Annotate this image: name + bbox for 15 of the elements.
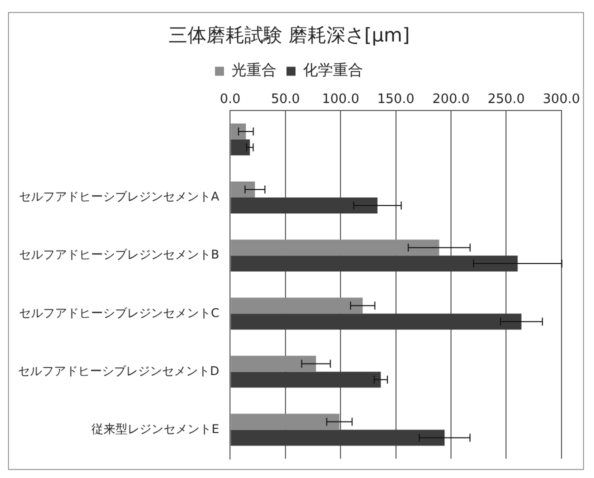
x-tick-label: 150.0 <box>377 92 414 107</box>
x-tick-label: 200.0 <box>432 92 470 107</box>
legend-label: 化学重合 <box>303 61 363 80</box>
y-tick-label: セルフアドヒーシブレジンセメントA <box>19 190 220 204</box>
y-tick-label: セルフアドヒーシブレジンセメントD <box>18 364 220 378</box>
x-tick-label: 250.0 <box>488 92 525 107</box>
y-tick-label: セルフアドヒーシブレジンセメントB <box>19 248 220 262</box>
x-tick-label: 0.0 <box>220 92 241 107</box>
chart-title: 三体磨耗試験 磨耗深さ[μm] <box>168 24 410 46</box>
x-tick-label: 300.0 <box>542 92 580 107</box>
x-tick-label: 100.0 <box>322 92 360 107</box>
y-tick-label: 従来型レジンセメントE <box>92 422 220 436</box>
legend-label: 光重合 <box>232 61 276 80</box>
y-tick-label: セルフアドヒーシブレジンセメントC <box>18 306 220 320</box>
x-tick-label: 50.0 <box>270 92 300 107</box>
